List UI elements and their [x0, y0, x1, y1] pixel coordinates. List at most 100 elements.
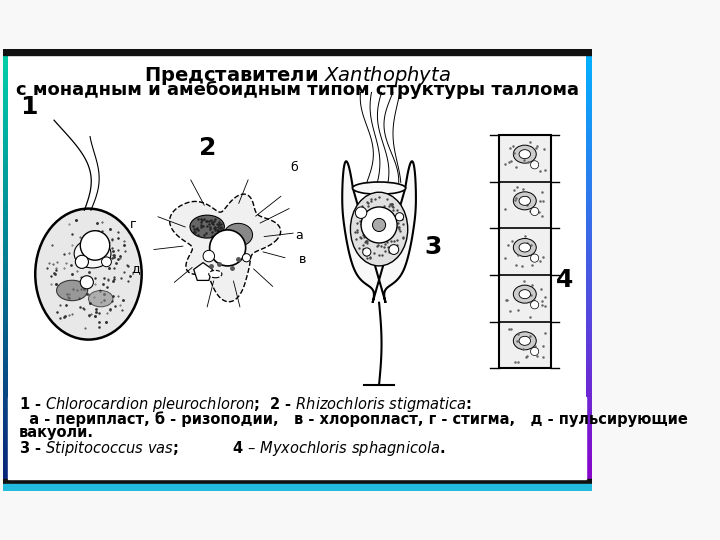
Bar: [2, 404, 8, 405]
Bar: [586, 455, 592, 456]
Bar: [586, 448, 592, 449]
Bar: [586, 484, 592, 485]
Bar: [2, 271, 8, 272]
Bar: [2, 144, 8, 145]
Bar: [2, 234, 8, 235]
Bar: [2, 99, 8, 100]
Bar: [2, 49, 8, 50]
Bar: [586, 307, 592, 308]
Bar: [586, 199, 592, 200]
Bar: [2, 440, 8, 441]
Bar: [586, 427, 592, 428]
Bar: [586, 294, 592, 295]
Bar: [2, 415, 8, 416]
Bar: [586, 274, 592, 275]
Bar: [586, 319, 592, 320]
Bar: [2, 79, 8, 80]
Bar: [586, 345, 592, 346]
Bar: [586, 459, 592, 460]
Bar: [586, 327, 592, 328]
Bar: [2, 298, 8, 299]
Bar: [586, 394, 592, 395]
Bar: [586, 417, 592, 418]
Bar: [586, 215, 592, 216]
Bar: [586, 229, 592, 230]
Bar: [586, 265, 592, 266]
Bar: [2, 484, 592, 491]
Bar: [586, 178, 592, 179]
Bar: [586, 382, 592, 383]
Bar: [586, 56, 592, 57]
Bar: [586, 295, 592, 296]
Bar: [2, 348, 8, 349]
Bar: [2, 311, 8, 312]
Bar: [586, 138, 592, 139]
Circle shape: [76, 255, 89, 268]
Bar: [2, 199, 8, 200]
Circle shape: [203, 251, 215, 262]
Text: д: д: [132, 262, 140, 275]
Bar: [2, 96, 8, 97]
Ellipse shape: [519, 243, 531, 252]
Bar: [586, 411, 592, 413]
Bar: [2, 433, 8, 434]
Bar: [2, 238, 8, 239]
Bar: [2, 390, 8, 391]
Bar: [586, 444, 592, 445]
Bar: [2, 71, 8, 72]
Bar: [2, 201, 8, 202]
Bar: [2, 421, 8, 422]
Bar: [2, 125, 8, 126]
Bar: [2, 72, 8, 73]
Text: 3: 3: [424, 234, 441, 259]
Bar: [586, 303, 592, 305]
Ellipse shape: [190, 215, 225, 238]
Bar: [586, 99, 592, 100]
Circle shape: [361, 207, 397, 243]
Bar: [2, 70, 8, 71]
Bar: [2, 177, 8, 178]
Bar: [2, 364, 8, 365]
Bar: [586, 254, 592, 255]
Bar: [586, 350, 592, 351]
Bar: [2, 350, 8, 351]
Bar: [2, 189, 8, 190]
Ellipse shape: [519, 150, 531, 159]
Bar: [2, 257, 8, 258]
Bar: [586, 117, 592, 118]
Bar: [586, 469, 592, 470]
Bar: [2, 60, 8, 61]
Bar: [586, 420, 592, 421]
Bar: [586, 404, 592, 405]
Polygon shape: [342, 161, 416, 303]
Bar: [586, 435, 592, 436]
Bar: [586, 167, 592, 168]
Bar: [586, 482, 592, 483]
Bar: [586, 351, 592, 352]
Bar: [586, 397, 592, 399]
Bar: [586, 60, 592, 61]
Bar: [2, 103, 8, 104]
Bar: [2, 436, 8, 437]
Bar: [586, 343, 592, 345]
Bar: [2, 366, 8, 367]
Bar: [586, 477, 592, 478]
Bar: [586, 298, 592, 299]
Bar: [2, 283, 8, 284]
Bar: [2, 126, 8, 127]
Bar: [2, 243, 8, 244]
Bar: [2, 445, 8, 446]
Bar: [2, 488, 8, 489]
Bar: [586, 213, 592, 214]
Bar: [586, 245, 592, 246]
Bar: [2, 301, 8, 302]
Bar: [2, 380, 8, 381]
Bar: [2, 82, 8, 83]
Ellipse shape: [513, 285, 536, 303]
Bar: [2, 151, 8, 152]
Bar: [586, 476, 592, 477]
Bar: [2, 411, 8, 413]
Bar: [586, 376, 592, 377]
Bar: [2, 59, 8, 60]
Bar: [586, 299, 592, 300]
